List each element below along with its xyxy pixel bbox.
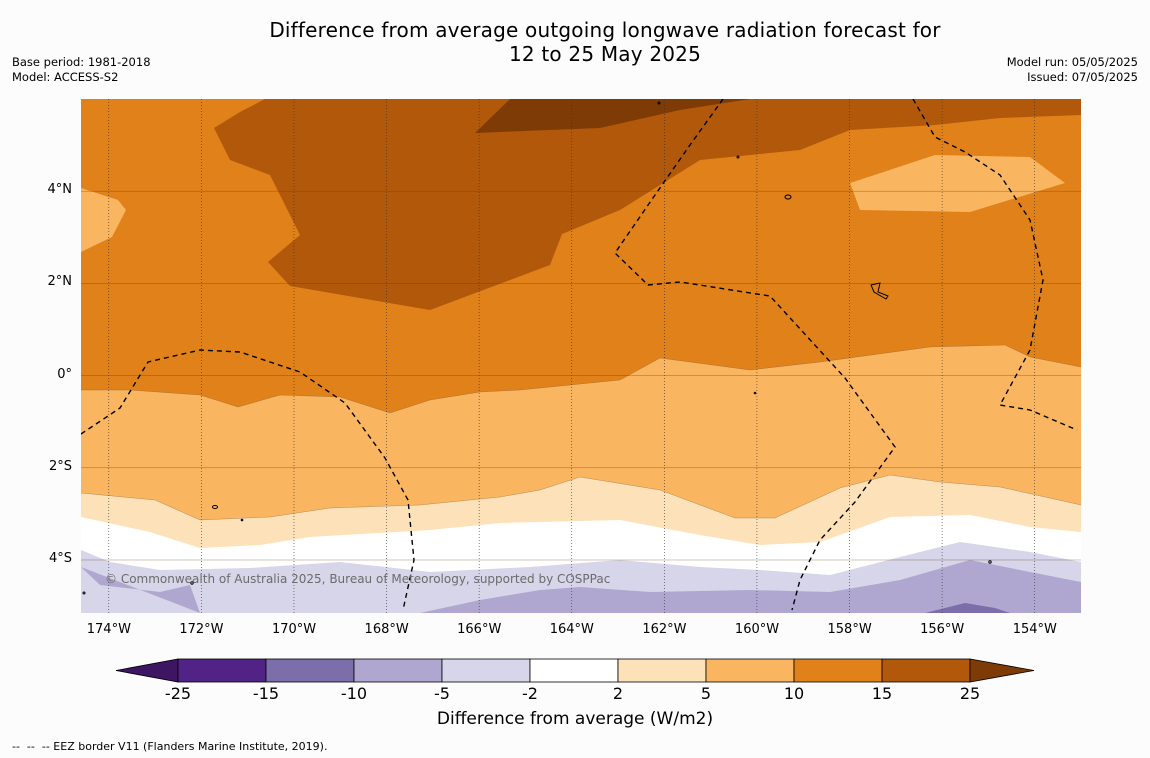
eez-borders (81, 99, 1078, 611)
colorbar-extend-low (115, 658, 179, 683)
colorbar-swatch (265, 658, 355, 683)
lon-label: 158°W (827, 622, 872, 637)
band-light-northeast (850, 155, 1065, 212)
colorbar-swatch (353, 658, 443, 683)
island (240, 518, 244, 522)
colorbar-swatch (529, 658, 619, 683)
lon-label: 162°W (642, 622, 687, 637)
meta-info-right: Model run: 05/05/2025 Issued: 07/05/2025 (1007, 55, 1138, 85)
colorbar-tick-label: -2 (522, 684, 538, 703)
island (784, 194, 792, 200)
colorbar-swatch (177, 658, 267, 683)
colorbar-tick-label: 15 (871, 684, 893, 703)
eez-border-west (81, 349, 415, 611)
lat-label: 2°N (47, 274, 73, 290)
colorbar-swatch (705, 658, 795, 683)
band-purple (81, 560, 1081, 613)
island (190, 581, 194, 585)
contour-fills (81, 99, 1081, 613)
lon-label: 174°W (86, 622, 131, 637)
colorbar-tick-label: -5 (434, 684, 450, 703)
issued-date: Issued: 07/05/2025 (1027, 70, 1138, 84)
band-light-west (81, 188, 126, 252)
islands (82, 101, 992, 595)
lon-label: 154°W (1012, 622, 1057, 637)
colorbar-tick-label: 5 (700, 684, 712, 703)
island (736, 155, 740, 159)
title-line-2: 12 to 25 May 2025 (508, 42, 702, 66)
colorbar-swatch (793, 658, 883, 683)
colorbar-tick-label: 25 (959, 684, 981, 703)
colorbar-tick-label: -10 (340, 684, 368, 703)
eez-border-central (614, 99, 896, 611)
lat-label: 2°S (48, 458, 72, 474)
lon-label: 172°W (179, 622, 224, 637)
island (753, 391, 757, 395)
island (870, 282, 889, 300)
lon-label: 164°W (549, 622, 594, 637)
colorbar-title: Difference from average (W/m2) (436, 709, 714, 729)
lon-label: 170°W (271, 622, 317, 637)
colorbar-tick-label: -25 (164, 684, 192, 703)
lon-label: 166°W (457, 622, 502, 637)
meta-info-left: Base period: 1981-2018 Model: ACCESS-S2 (12, 55, 151, 85)
colorbar (115, 658, 1035, 683)
colorbar-tick-label: 10 (783, 684, 805, 703)
colorbar-swatch (441, 658, 531, 683)
island (82, 591, 86, 595)
band-darkest (475, 99, 750, 133)
lon-label: 156°W (920, 622, 965, 637)
lon-label: 168°W (364, 622, 409, 637)
lat-label: 4°N (47, 182, 73, 198)
colorbar-swatch (881, 658, 971, 683)
lat-label: 4°S (48, 550, 72, 566)
colorbar-swatch (617, 658, 707, 683)
model-name: Model: ACCESS-S2 (12, 70, 119, 84)
band-dark-north (214, 99, 1081, 310)
lat-label: 0° (57, 366, 72, 382)
colorbar-tick-label: 2 (612, 684, 624, 703)
title-line-1: Difference from average outgoing longwav… (269, 18, 941, 42)
eez-footnote: -- -- -- EEZ border V11 (Flanders Marine… (12, 740, 328, 753)
model-run: Model run: 05/05/2025 (1006, 55, 1138, 69)
base-period: Base period: 1981-2018 (12, 55, 151, 69)
island (988, 560, 992, 564)
island (657, 101, 661, 105)
graticule (81, 99, 1081, 613)
map-title: Difference from average outgoing longwav… (200, 18, 1010, 66)
band-deep-purple (925, 603, 1010, 613)
island (212, 505, 218, 509)
copyright-notice: © Commonwealth of Australia 2025, Bureau… (105, 572, 611, 586)
colorbar-tick-label: -15 (252, 684, 280, 703)
colorbar-extend-high (969, 658, 1035, 683)
lon-label: 160°W (734, 622, 780, 637)
